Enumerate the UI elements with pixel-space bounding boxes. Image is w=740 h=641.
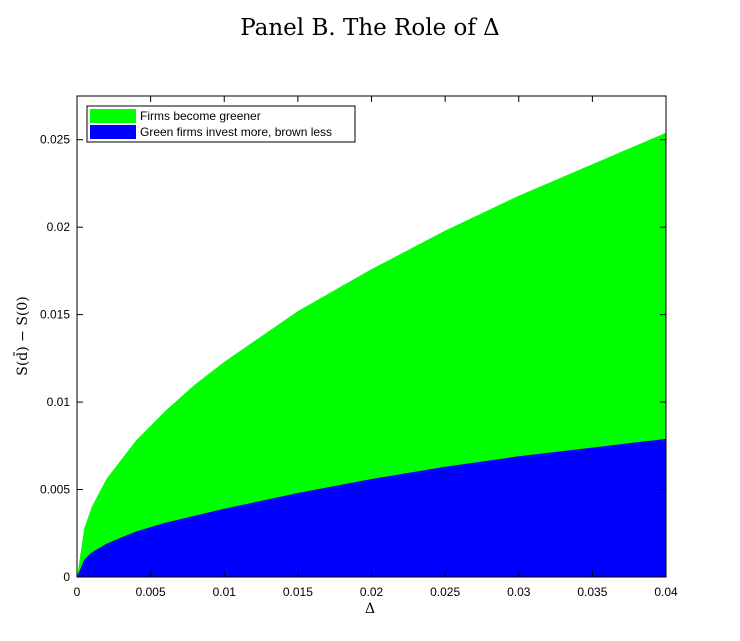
area-layer (77, 132, 666, 578)
x-tick-label: 0 (74, 585, 81, 599)
x-tick-label: 0.03 (507, 585, 531, 599)
x-tick-label: 0.01 (213, 585, 237, 599)
legend-label-1: Firms become greener (140, 109, 261, 123)
x-tick-label: 0.015 (283, 585, 313, 599)
y-tick-label: 0.02 (47, 220, 71, 234)
y-tick-label: 0 (63, 570, 70, 584)
y-tick-label: 0.01 (47, 395, 71, 409)
chart-title: Panel B. The Role of Δ (240, 15, 500, 41)
y-tick-label: 0.005 (40, 483, 70, 497)
y-axis-label: S(d̄) − S(0) (13, 296, 31, 376)
x-axis-label: Δ (365, 601, 375, 617)
area-series-2 (77, 438, 666, 577)
legend-swatch-2 (90, 125, 136, 139)
x-tick-label: 0.04 (654, 585, 678, 599)
x-tick-label: 0.025 (430, 585, 460, 599)
x-tick-label: 0.005 (136, 585, 166, 599)
x-axis: 0 0.005 0.01 0.015 0.02 0.025 0.03 0.035 0.04 (74, 96, 678, 599)
y-tick-label: 0.015 (40, 308, 70, 322)
x-tick-label: 0.02 (360, 585, 384, 599)
legend: Firms become greener Green firms invest m… (86, 105, 356, 143)
legend-swatch-1 (90, 109, 136, 123)
y-axis: 0 0.005 0.01 0.015 0.02 0.025 (40, 133, 666, 584)
legend-label-2: Green firms invest more, brown less (140, 125, 332, 139)
x-tick-label: 0.035 (577, 585, 607, 599)
y-tick-label: 0.025 (40, 133, 70, 147)
